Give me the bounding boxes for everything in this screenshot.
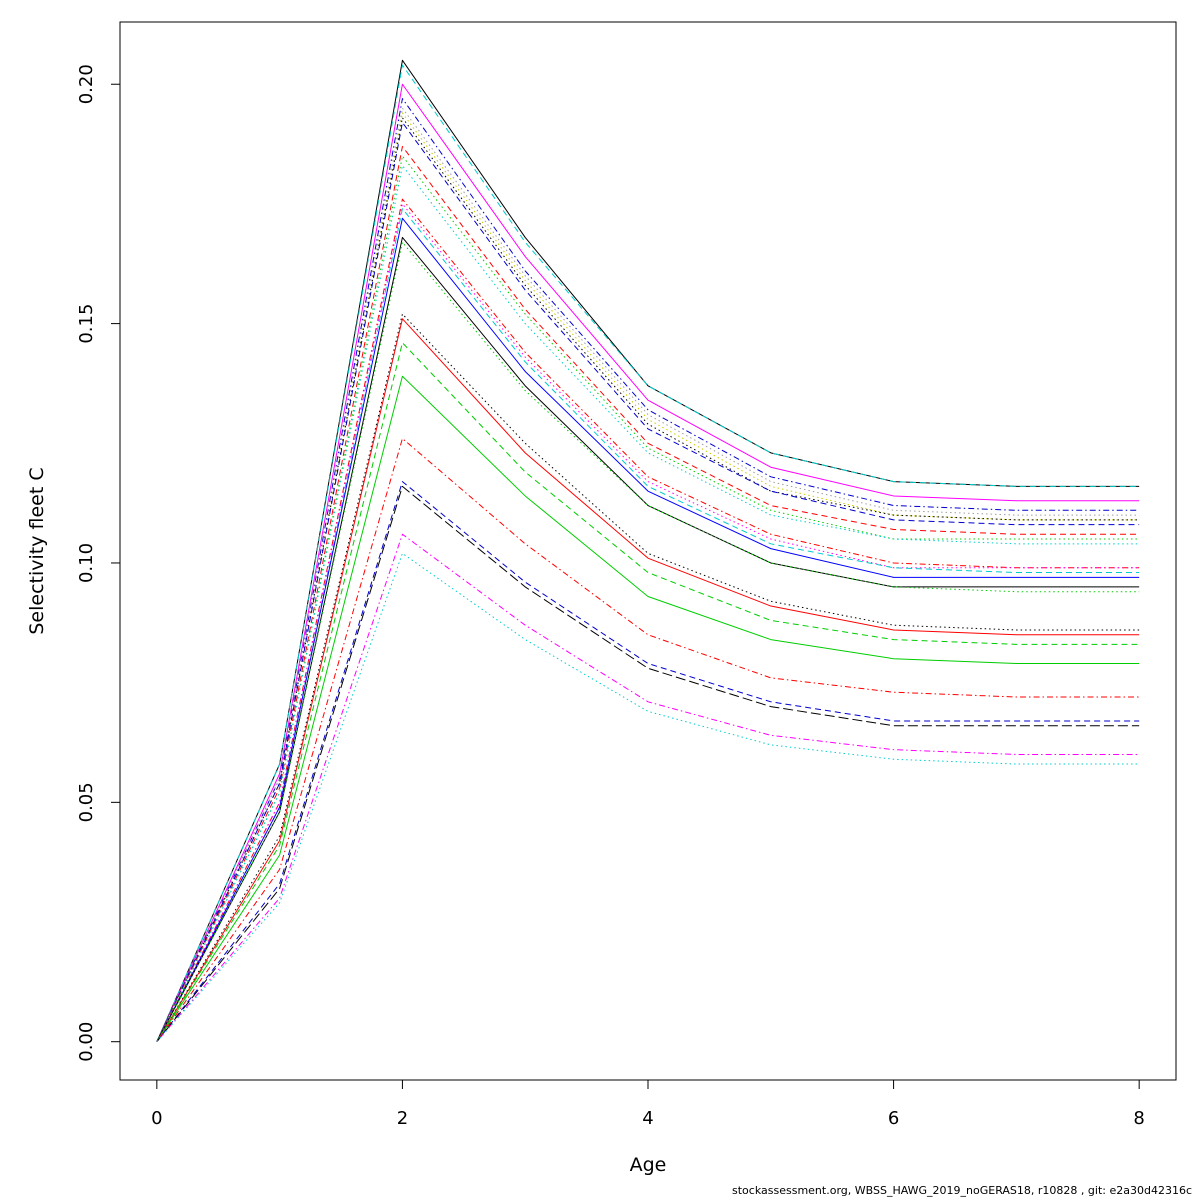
x-axis-title: Age bbox=[630, 1154, 667, 1176]
series-line-20 bbox=[156, 342, 1140, 1042]
series-line-5 bbox=[156, 107, 1140, 1042]
plot-frame bbox=[119, 21, 1177, 1081]
x-tick-label: 4 bbox=[642, 1108, 653, 1129]
y-tick-label: 0.20 bbox=[76, 64, 97, 104]
x-tick-label: 8 bbox=[1133, 1108, 1144, 1129]
x-axis: 0 2 4 6 8 bbox=[151, 1079, 1145, 1129]
y-tick-label: 0.10 bbox=[76, 543, 97, 583]
footer-credit: stockassessment.org, WBSS_HAWG_2019_noGE… bbox=[732, 1184, 1192, 1197]
series-line-13 bbox=[156, 203, 1140, 1042]
y-tick-label: 0.05 bbox=[76, 782, 97, 822]
series-line-3 bbox=[156, 83, 1140, 1042]
series-line-16 bbox=[156, 236, 1140, 1042]
series-line-18 bbox=[156, 313, 1140, 1042]
series-line-15 bbox=[156, 217, 1140, 1042]
x-tick-label: 6 bbox=[888, 1108, 899, 1129]
plot-border bbox=[119, 21, 1177, 1081]
y-axis-title: Selectivity fleet C bbox=[26, 467, 48, 634]
y-axis: 0.00 0.05 0.10 0.15 0.20 bbox=[76, 64, 121, 1062]
y-tick-label: 0.15 bbox=[76, 304, 97, 344]
series-line-2 bbox=[156, 64, 1140, 1042]
series-line-21 bbox=[156, 375, 1140, 1042]
series-line-19 bbox=[156, 318, 1140, 1042]
series-line-8 bbox=[156, 122, 1140, 1042]
series-line-10 bbox=[156, 155, 1140, 1042]
series-line-22 bbox=[156, 438, 1140, 1042]
y-tick-label: 0.00 bbox=[76, 1022, 97, 1062]
series-line-1 bbox=[156, 59, 1140, 1042]
series-line-9 bbox=[156, 145, 1140, 1042]
series-line-12 bbox=[156, 198, 1140, 1042]
x-tick-label: 2 bbox=[397, 1108, 408, 1129]
x-tick-label: 0 bbox=[151, 1108, 162, 1129]
series-line-24 bbox=[156, 485, 1140, 1043]
series-layer bbox=[156, 59, 1140, 1043]
series-line-17 bbox=[156, 241, 1140, 1042]
series-line-25 bbox=[156, 533, 1140, 1043]
series-line-23 bbox=[156, 481, 1140, 1043]
series-line-7 bbox=[156, 117, 1140, 1042]
series-line-4 bbox=[156, 98, 1140, 1042]
series-line-11 bbox=[156, 165, 1140, 1042]
